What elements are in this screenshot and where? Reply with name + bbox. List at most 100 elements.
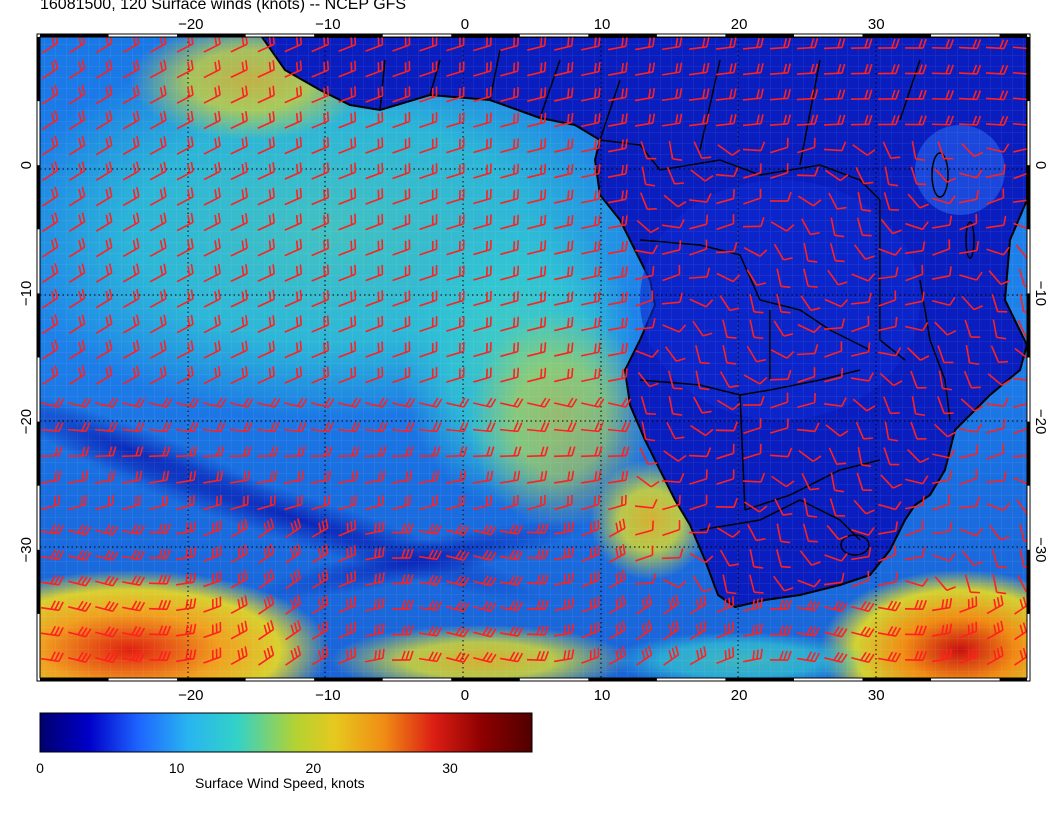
wind-barb <box>960 398 984 412</box>
wind-barb <box>391 574 414 585</box>
wind-barb <box>527 265 547 281</box>
wind-barb <box>203 110 221 130</box>
wind-barb <box>95 37 113 54</box>
wind-barb <box>689 214 709 230</box>
wind-barb <box>500 87 520 103</box>
wind-barb <box>95 237 113 258</box>
wind-barb <box>743 623 763 637</box>
wind-barb <box>663 450 687 462</box>
wind-barb <box>964 319 981 338</box>
wind-barb <box>743 374 768 385</box>
wind-barb <box>446 600 470 612</box>
wind-barb <box>338 290 357 308</box>
wind-barb <box>769 650 792 661</box>
wind-barb <box>878 316 898 332</box>
wind-barb <box>985 39 1009 50</box>
wind-barb <box>68 626 92 638</box>
wind-barb <box>203 545 222 562</box>
wind-barb <box>41 397 65 408</box>
colorbar-tick-label: 0 <box>36 760 44 776</box>
wind-barb <box>283 470 305 484</box>
wind-barb <box>310 446 333 458</box>
wind-barb <box>419 163 438 180</box>
wind-barb <box>554 214 574 230</box>
wind-barb <box>717 144 741 156</box>
wind-barb <box>392 265 411 282</box>
wind-barb <box>797 137 816 154</box>
wind-barb <box>418 421 442 433</box>
wind-barb <box>122 397 146 408</box>
wind-barb <box>149 263 167 283</box>
wind-barb <box>68 549 92 561</box>
wind-barb <box>311 188 330 206</box>
wind-barb <box>688 37 710 51</box>
wind-barb <box>634 573 657 585</box>
wind-barb <box>988 270 1010 286</box>
wind-barb <box>773 320 794 337</box>
wind-barb <box>958 39 982 50</box>
wind-barb <box>641 166 656 187</box>
wind-barb <box>365 37 384 52</box>
wind-barb <box>311 518 329 538</box>
wind-barb <box>803 268 818 288</box>
wind-barb <box>715 62 737 76</box>
wind-barb <box>311 60 330 78</box>
wind-barb <box>742 217 765 228</box>
wind-barb <box>877 115 900 126</box>
wind-barb <box>716 443 735 460</box>
wind-barb <box>500 37 520 52</box>
wind-barb <box>68 314 86 334</box>
wind-barb <box>850 114 873 126</box>
wind-barb <box>122 574 146 586</box>
wind-barb <box>554 112 574 128</box>
wind-barb <box>796 38 819 50</box>
wind-barb <box>257 315 275 333</box>
wind-barb <box>392 397 416 408</box>
wind-barb <box>68 37 86 54</box>
wind-barb <box>581 138 601 153</box>
wind-barb <box>824 367 844 383</box>
wind-barb <box>961 295 984 311</box>
wind-barb <box>230 136 248 155</box>
lat-tick-label-left: −30 <box>18 537 35 562</box>
wind-barb <box>122 340 140 360</box>
wind-barb <box>121 446 144 458</box>
wind-barb <box>554 265 574 281</box>
wind-barb <box>446 524 470 536</box>
wind-barb <box>418 574 442 586</box>
wind-barb <box>824 600 848 612</box>
wind-barb <box>67 446 90 458</box>
wind-barb <box>527 342 547 357</box>
wind-barb <box>68 651 92 663</box>
wind-barb <box>851 600 875 613</box>
wind-barb <box>824 651 848 663</box>
wind-barb <box>391 470 413 484</box>
wind-barb <box>203 397 227 408</box>
wind-barb <box>230 162 248 181</box>
wind-barb <box>419 239 438 256</box>
wind-barb <box>823 397 847 407</box>
wind-barb <box>473 37 492 52</box>
wind-barb <box>715 242 738 254</box>
wind-barb <box>445 421 469 433</box>
wind-barb <box>527 494 546 511</box>
wind-barb <box>95 84 113 105</box>
wind-barb <box>122 238 140 258</box>
wind-barb <box>41 494 60 511</box>
wind-barb <box>419 214 438 231</box>
wind-barb <box>257 111 275 129</box>
wind-barb <box>608 240 628 255</box>
wind-barb <box>95 161 113 181</box>
wind-barb <box>149 494 168 511</box>
wind-barb <box>473 214 492 230</box>
wind-barb <box>338 111 357 129</box>
wind-barb <box>688 447 712 458</box>
wind-barb <box>203 212 221 232</box>
wind-barb <box>882 396 900 415</box>
wind-barb <box>42 135 59 156</box>
wind-barb <box>716 527 741 538</box>
wind-barb <box>499 446 522 458</box>
wind-barb <box>581 266 601 281</box>
wind-barb <box>527 87 547 102</box>
wind-barb <box>149 314 167 334</box>
